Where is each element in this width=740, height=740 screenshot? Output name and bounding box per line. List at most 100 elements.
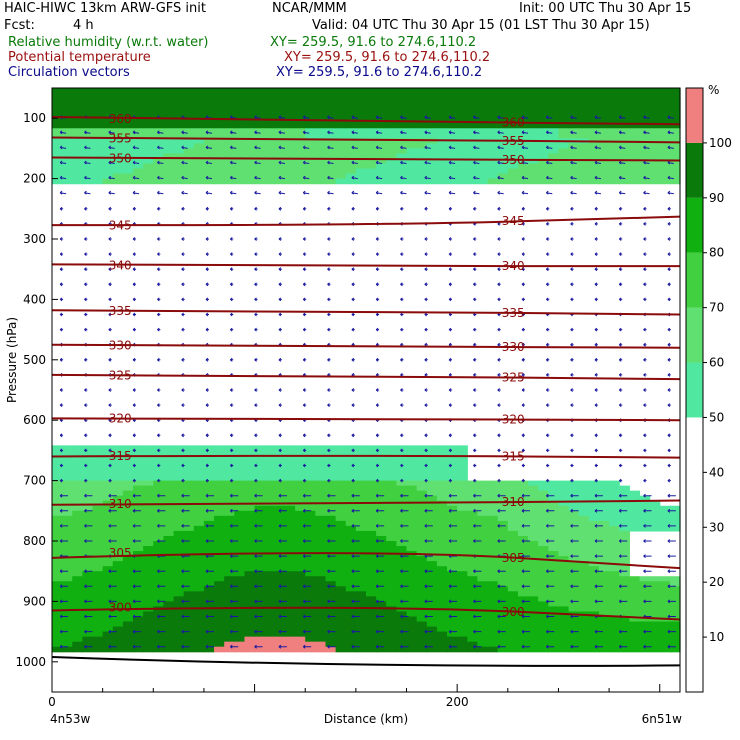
- wind-vector: [400, 478, 404, 483]
- rh-cell: [568, 636, 580, 643]
- wind-vector: [59, 644, 69, 649]
- rh-cell: [619, 178, 630, 185]
- rh-cell: [203, 98, 215, 104]
- rh-cell: [72, 626, 83, 633]
- rh-cell: [62, 138, 73, 144]
- rh-cell: [538, 128, 549, 134]
- rh-cell: [598, 158, 610, 165]
- rh-cell: [284, 153, 296, 160]
- rh-cell: [203, 178, 215, 185]
- rh-cell: [457, 520, 468, 527]
- rh-cell: [92, 616, 104, 623]
- rh-cell: [325, 616, 337, 623]
- rh-cell: [133, 596, 144, 602]
- rh-cell: [295, 606, 306, 613]
- wind-vector: [643, 539, 652, 543]
- rh-cell: [416, 173, 428, 180]
- wind-vector: [497, 493, 506, 498]
- rh-cell: [244, 646, 256, 653]
- wind-vector: [327, 629, 336, 634]
- rh-cell: [659, 163, 671, 170]
- rh-cell: [649, 520, 661, 527]
- rh-cell: [173, 138, 185, 144]
- wind-vector: [667, 206, 671, 211]
- rh-cell: [447, 88, 458, 94]
- rh-cell: [335, 103, 347, 109]
- rh-cell: [558, 646, 570, 653]
- rh-cell: [295, 480, 306, 487]
- rh-cell: [528, 566, 539, 572]
- rh-cell: [274, 520, 286, 527]
- rh-cell: [609, 566, 620, 572]
- rh-cell: [548, 530, 560, 537]
- rh-cell: [112, 143, 124, 149]
- rh-cell: [315, 143, 327, 149]
- wind-vector: [618, 629, 628, 634]
- rh-cell: [345, 173, 357, 180]
- rh-cell: [457, 586, 468, 592]
- rh-cell: [183, 601, 195, 608]
- wind-vector: [400, 493, 409, 498]
- rh-cell: [659, 601, 671, 608]
- rh-cell: [325, 460, 337, 467]
- rh-cell: [305, 566, 316, 572]
- rh-cell: [264, 546, 276, 552]
- wind-vector: [181, 614, 190, 619]
- wind-vector: [545, 115, 553, 120]
- rh-cell: [629, 153, 641, 160]
- rh-cell: [386, 460, 397, 467]
- rh-cell: [366, 541, 377, 547]
- rh-cell: [203, 601, 215, 608]
- rh-cell: [447, 561, 458, 567]
- wind-vector: [229, 160, 237, 165]
- rh-cell: [548, 133, 560, 139]
- rh-cell: [659, 636, 671, 643]
- rh-cell: [659, 505, 671, 512]
- rh-cell: [295, 626, 306, 633]
- wind-vector: [302, 629, 312, 634]
- rh-cell: [214, 133, 225, 139]
- rh-cell: [598, 480, 610, 487]
- rh-cell: [477, 510, 489, 517]
- wind-vector: [643, 644, 652, 649]
- rh-cell: [52, 581, 63, 587]
- rh-cell: [598, 98, 610, 104]
- rh-cell: [295, 123, 306, 129]
- rh-cell: [528, 576, 539, 582]
- wind-vector: [667, 252, 671, 256]
- rh-cell: [72, 153, 83, 160]
- rh-cell: [133, 148, 144, 155]
- rh-cell: [305, 495, 316, 502]
- rh-cell: [224, 571, 235, 577]
- rh-cell: [376, 530, 387, 537]
- wind-vector: [278, 493, 287, 498]
- rh-cell: [62, 143, 73, 149]
- rh-cell: [203, 460, 215, 467]
- rh-cell: [264, 470, 276, 477]
- rh-cell: [598, 546, 610, 552]
- rh-cell: [92, 93, 104, 99]
- rh-cell: [568, 631, 580, 638]
- rh-cell: [325, 510, 337, 517]
- wind-vector: [448, 297, 453, 302]
- rh-cell: [396, 480, 408, 487]
- rh-cell: [548, 103, 560, 109]
- rh-cell: [366, 475, 377, 482]
- rh-cell: [62, 566, 73, 572]
- rh-cell: [325, 123, 337, 129]
- rh-cell: [639, 163, 651, 170]
- wind-vector: [254, 539, 263, 543]
- x-end-label-right: 6n51w: [642, 712, 683, 726]
- rh-cell: [173, 460, 185, 467]
- rh-cell: [538, 153, 549, 160]
- rh-cell: [588, 490, 600, 497]
- rh-cell: [669, 591, 681, 597]
- rh-cell: [163, 525, 175, 532]
- rh-cell: [457, 133, 468, 139]
- rh-cell: [315, 450, 327, 457]
- rh-cell: [143, 158, 154, 165]
- rh-cell: [264, 601, 276, 608]
- rh-cell: [295, 103, 306, 109]
- wind-vector: [424, 145, 431, 150]
- rh-cell: [487, 153, 499, 160]
